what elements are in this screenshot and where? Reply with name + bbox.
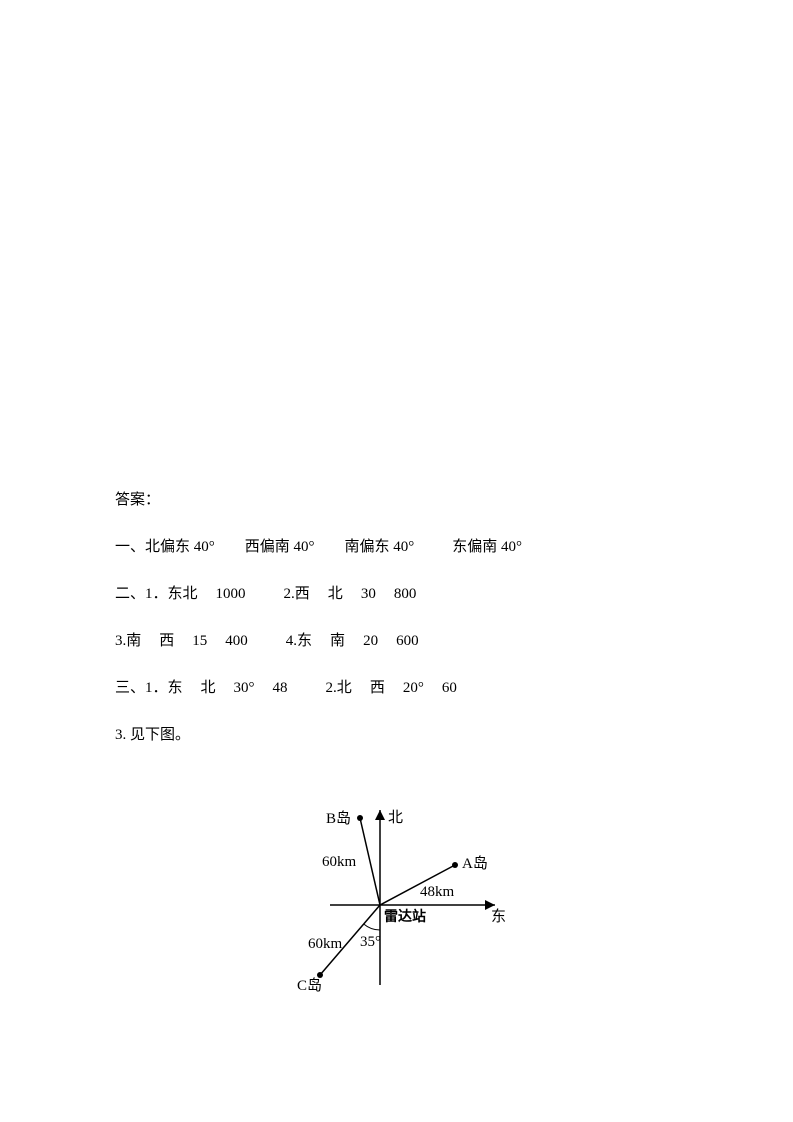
line2-b1: 西 xyxy=(295,586,310,602)
line2-b3: 30 xyxy=(361,586,376,602)
answer-line-2: 二、1．东北 1000 2.西 北 30 800 xyxy=(115,584,675,605)
line2-a2: 1000 xyxy=(216,586,246,602)
line2-p2: 2. xyxy=(284,586,295,602)
line2-b2: 北 xyxy=(328,586,343,602)
line3-b4: 600 xyxy=(396,633,419,649)
line3-b1: 东 xyxy=(297,633,312,649)
svg-text:48km: 48km xyxy=(420,884,455,900)
svg-text:60km: 60km xyxy=(322,854,357,870)
line2-b4: 800 xyxy=(394,586,417,602)
line3-p2: 4. xyxy=(286,633,297,649)
diagram-svg: 雷达站 北东 A岛 48km B岛 60km C岛 60km 35° xyxy=(280,790,540,1010)
answer-line-3: 3.南西154004.东南20600 xyxy=(115,631,675,652)
line3-b3: 20 xyxy=(363,633,378,649)
answers-content: 答案： 一、北偏东 40°西偏南 40°南偏东 40°东偏南 40° 二、1．东… xyxy=(115,490,675,772)
svg-text:B岛: B岛 xyxy=(326,810,351,827)
svg-text:C岛: C岛 xyxy=(297,977,322,994)
line4-b3: 20° xyxy=(403,680,424,696)
line4-b2: 西 xyxy=(370,680,385,696)
line4-a2: 北 xyxy=(201,680,216,696)
line4-a1: 东 xyxy=(168,680,183,696)
line5-text: 3. 见下图。 xyxy=(115,727,190,743)
line1-prefix: 一、 xyxy=(115,539,145,555)
svg-text:雷达站: 雷达站 xyxy=(384,908,426,925)
svg-text:60km: 60km xyxy=(308,936,343,952)
line3-p1: 3. xyxy=(115,633,126,649)
svg-text:东: 东 xyxy=(491,908,506,925)
line3-a2: 西 xyxy=(159,633,174,649)
header-line: 答案： xyxy=(115,490,675,511)
radar-diagram: 雷达站 北东 A岛 48km B岛 60km C岛 60km 35° xyxy=(280,790,540,1010)
line3-a1: 南 xyxy=(126,633,141,649)
line1-a2: 西偏南 40° xyxy=(245,539,315,555)
line2-a1: 东北 xyxy=(168,586,198,602)
line4-prefix: 三、1． xyxy=(115,680,168,696)
line4-a3: 30° xyxy=(234,680,255,696)
line4-a4: 48 xyxy=(273,680,288,696)
svg-text:北: 北 xyxy=(388,809,403,826)
line3-a4: 400 xyxy=(225,633,248,649)
line3-a3: 15 xyxy=(192,633,207,649)
svg-text:A岛: A岛 xyxy=(462,855,488,872)
line1-a4: 东偏南 40° xyxy=(452,539,522,555)
line3-b2: 南 xyxy=(330,633,345,649)
line1-a3: 南偏东 40° xyxy=(345,539,415,555)
line4-p2: 2. xyxy=(326,680,337,696)
answer-line-4: 三、1．东北30°482.北西20°60 xyxy=(115,678,675,699)
line4-b1: 北 xyxy=(337,680,352,696)
answer-line-1: 一、北偏东 40° 西偏南 40° 南偏东 40° 东偏南 40° xyxy=(115,537,675,558)
line4-b4: 60 xyxy=(442,680,457,696)
line2-prefix: 二、1． xyxy=(115,586,168,602)
header-text: 答案： xyxy=(115,492,160,508)
answer-line-5: 3. 见下图。 xyxy=(115,725,675,746)
line1-a1: 北偏东 40° xyxy=(145,539,215,555)
svg-text:35°: 35° xyxy=(360,934,381,950)
